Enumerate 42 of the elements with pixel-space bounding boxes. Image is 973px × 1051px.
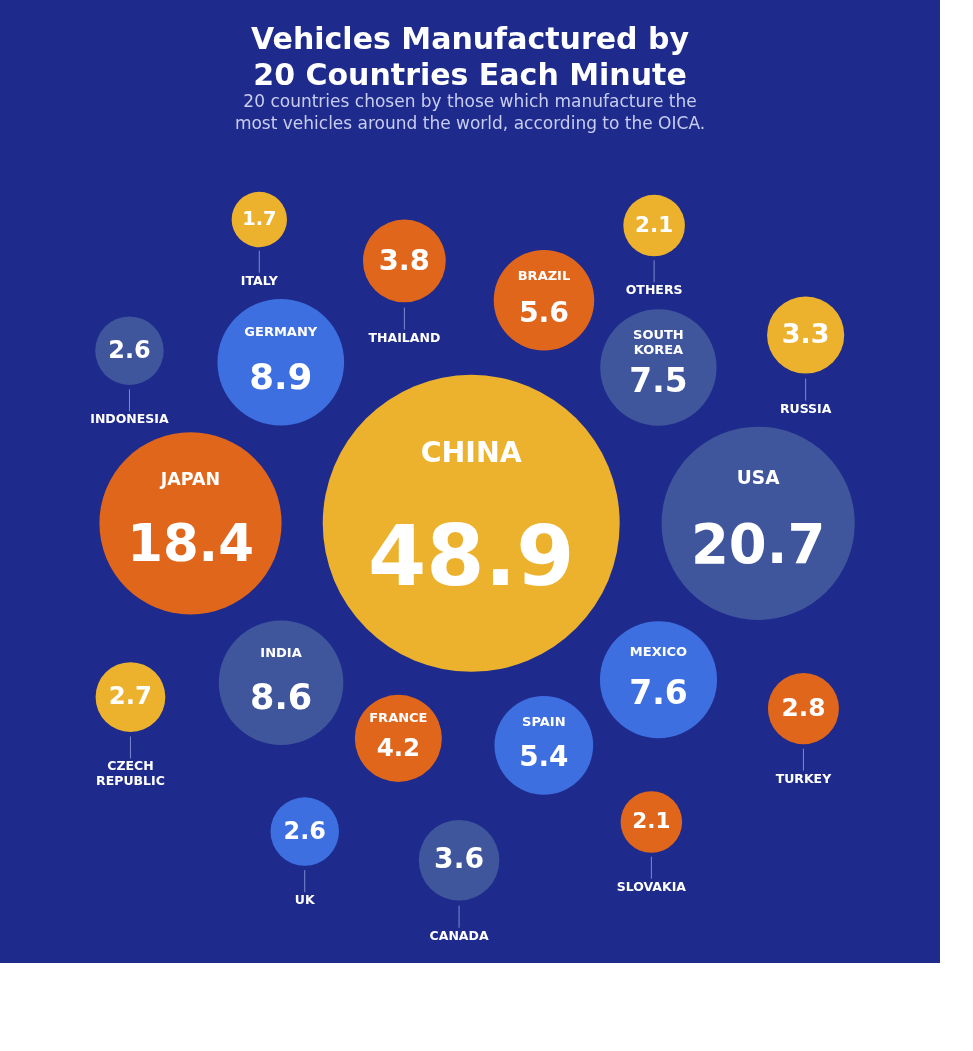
category-label: CHINA xyxy=(420,435,522,469)
category-label: THAILAND xyxy=(368,329,441,345)
category-label: JAPAN xyxy=(159,469,221,490)
data-label: 4.2 xyxy=(376,733,421,763)
data-label: 7.5 xyxy=(629,361,688,400)
category-label: INDIA xyxy=(260,645,302,661)
category-label: FRANCE xyxy=(369,709,428,725)
data-label: 2.1 xyxy=(632,807,671,833)
data-label: 1.7 xyxy=(242,207,277,231)
category-label: SOUTH KOREA xyxy=(633,326,684,357)
category-label: BRAZIL xyxy=(517,268,571,284)
category-label: GERMANY xyxy=(244,324,318,340)
category-label: CZECH REPUBLIC xyxy=(96,758,165,788)
category-label: SPAIN xyxy=(522,713,566,729)
data-label: 20.7 xyxy=(690,512,826,577)
category-label: CANADA xyxy=(429,927,489,943)
data-label: 3.6 xyxy=(434,842,485,876)
category-label: ITALY xyxy=(240,272,279,288)
data-label: 2.6 xyxy=(108,335,151,364)
data-label: 2.6 xyxy=(283,816,326,845)
text: Vehicles Manufactured by 20 Countries Each Minute xyxy=(251,21,690,92)
data-label: 2.8 xyxy=(781,692,826,722)
data-label: 18.4 xyxy=(127,512,254,573)
category-label: OTHERS xyxy=(625,282,683,298)
category-label: TURKEY xyxy=(775,770,833,786)
data-label: 8.6 xyxy=(249,676,313,718)
category-label: MEXICO xyxy=(629,643,688,659)
category-label: INDONESIA xyxy=(90,411,169,427)
category-label: USA xyxy=(736,466,781,488)
text: 20 countries chosen by those which manufacture the most vehicles around the world, according to the OICA. xyxy=(234,91,706,133)
category-label: RUSSIA xyxy=(779,400,832,416)
data-label: 8.9 xyxy=(249,355,313,397)
data-label: 5.6 xyxy=(518,295,570,329)
data-label: 48.9 xyxy=(367,507,575,606)
data-label: 7.6 xyxy=(629,673,688,713)
category-label: UK xyxy=(294,892,316,908)
data-label: 3.8 xyxy=(378,242,430,277)
data-label: 3.3 xyxy=(781,318,830,350)
data-label: 2.1 xyxy=(635,211,674,237)
data-label: 5.4 xyxy=(519,739,569,773)
category-label: SLOVAKIA xyxy=(616,878,687,894)
data-label: 2.7 xyxy=(108,681,153,711)
